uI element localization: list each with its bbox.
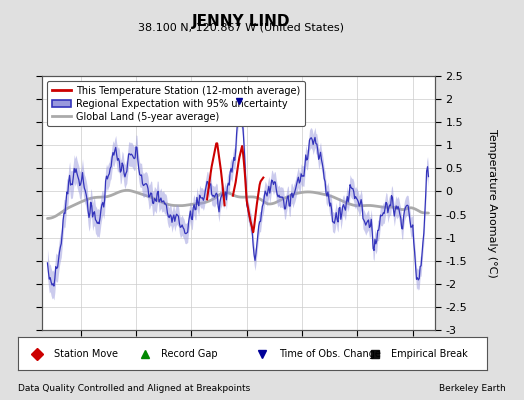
Text: Data Quality Controlled and Aligned at Breakpoints: Data Quality Controlled and Aligned at B… bbox=[18, 384, 250, 393]
Text: Station Move: Station Move bbox=[53, 348, 117, 358]
Text: Record Gap: Record Gap bbox=[161, 348, 218, 358]
Text: Time of Obs. Change: Time of Obs. Change bbox=[279, 348, 380, 358]
Text: Empirical Break: Empirical Break bbox=[391, 348, 468, 358]
Legend: This Temperature Station (12-month average), Regional Expectation with 95% uncer: This Temperature Station (12-month avera… bbox=[47, 81, 305, 126]
Text: JENNY LIND: JENNY LIND bbox=[192, 14, 290, 29]
Y-axis label: Temperature Anomaly (°C): Temperature Anomaly (°C) bbox=[486, 129, 497, 277]
Text: 38.100 N, 120.867 W (United States): 38.100 N, 120.867 W (United States) bbox=[138, 22, 344, 32]
Text: Berkeley Earth: Berkeley Earth bbox=[439, 384, 506, 393]
